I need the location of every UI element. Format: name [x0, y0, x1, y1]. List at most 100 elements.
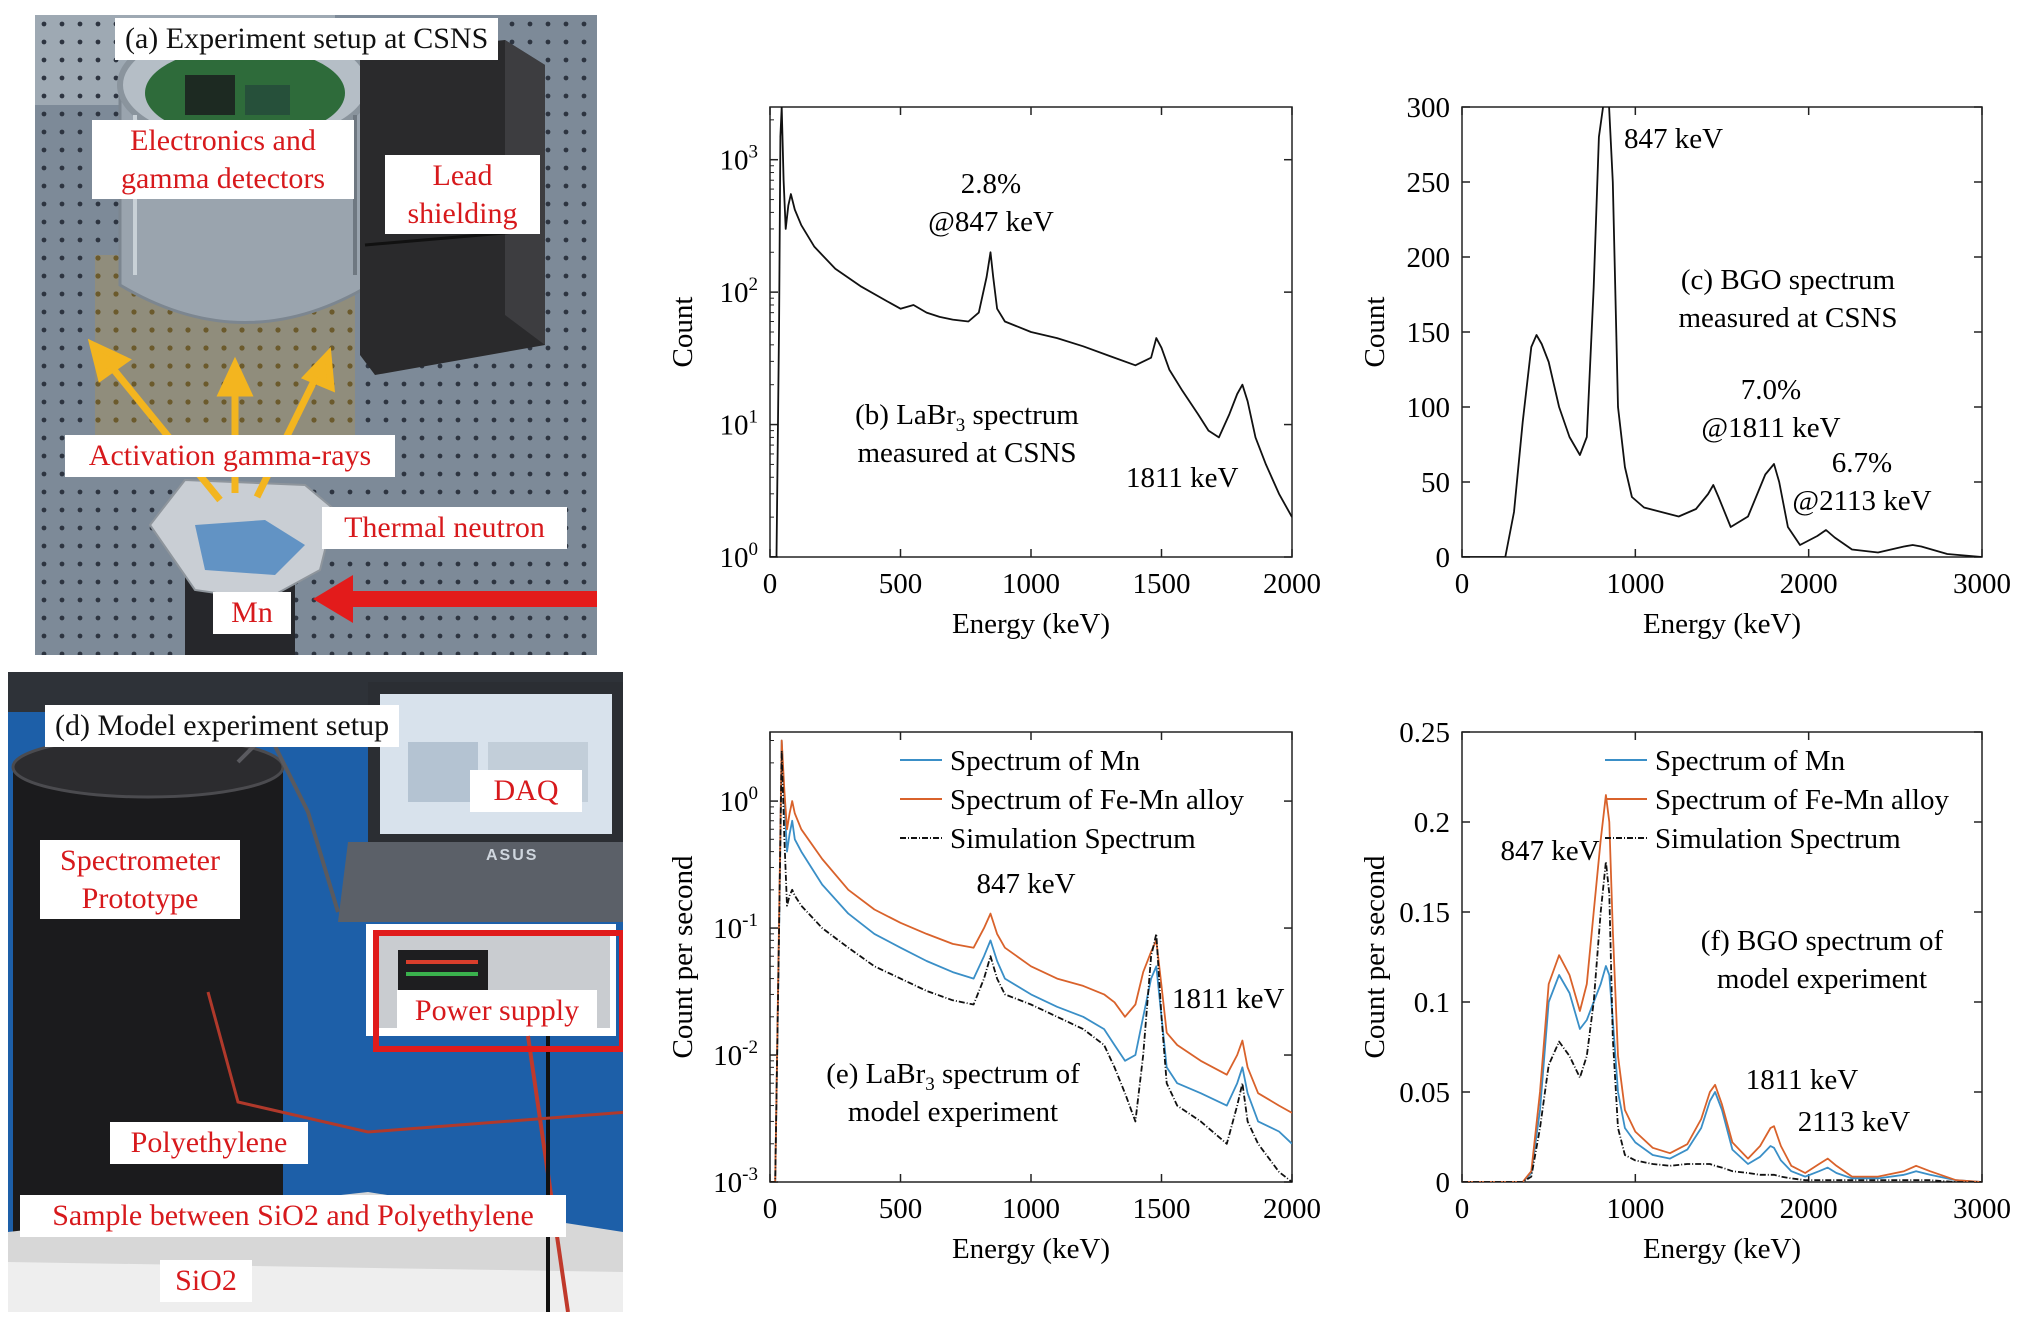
label-electronics-line1: Electronics and: [130, 124, 316, 157]
x-axis-label-b: Energy (keV): [952, 608, 1110, 640]
x-axis-label-f: Energy (keV): [1643, 1233, 1801, 1265]
annotation-f-peak2113: 2113 keV: [1798, 1106, 1911, 1138]
y-tick-label-c-3: 150: [1407, 317, 1451, 349]
x-axis-label-c: Energy (keV): [1643, 608, 1801, 640]
annotation-e-title-sub: 3: [925, 1074, 935, 1095]
annotation-f-peak1811: 1811 keV: [1746, 1064, 1859, 1096]
label-mn: Mn: [213, 592, 291, 634]
annotation-c-res1-at: @1811 keV: [1701, 412, 1840, 444]
label-polyethylene: Polyethylene: [110, 1122, 308, 1164]
legend-label-e-2: Simulation Spectrum: [950, 823, 1196, 855]
y-tick-label-f-2: 0.1: [1414, 987, 1450, 1019]
x-tick-label-c-3: 3000: [1953, 568, 2011, 600]
annotation-f-peak847: 847 keV: [1500, 835, 1599, 867]
annotation-e-title-line1: (e) LaBr3 spectrum of: [826, 1058, 1080, 1095]
neutron-arrow: [313, 575, 597, 623]
x-tick-label-c-1: 1000: [1606, 568, 1664, 600]
y-tick-label-f-4: 0.2: [1414, 807, 1450, 839]
annotation-e-title-b: spectrum of: [935, 1058, 1080, 1090]
y-axis-label-c: Count: [1359, 297, 1391, 368]
annotation-e-peak847: 847 keV: [976, 868, 1075, 900]
annotation-e-peak1811: 1811 keV: [1172, 983, 1285, 1015]
power-supply-highlight: [373, 930, 623, 1052]
annotation-c-peak: 847 keV: [1624, 123, 1723, 155]
annotation-c-res2-at: @2113 keV: [1792, 485, 1931, 517]
x-tick-label-e-0: 0: [763, 1193, 778, 1225]
y-tick-label-b-2: 102: [720, 274, 759, 309]
x-tick-label-b-0: 0: [763, 568, 778, 600]
y-tick-label-e-3: 100: [720, 783, 759, 818]
x-tick-label-c-0: 0: [1455, 568, 1470, 600]
x-tick-label-b-4: 2000: [1263, 568, 1321, 600]
label-sample: Sample between SiO2 and Polyethylene: [20, 1195, 566, 1237]
label-lead-line2: shielding: [407, 196, 518, 230]
y-tick-label-f-3: 0.15: [1399, 897, 1450, 929]
annotation-b-title-sub: 3: [956, 415, 966, 436]
photo-a-illustration: [35, 15, 597, 655]
legend-label-f-1: Spectrum of Fe-Mn alloy: [1655, 784, 1949, 816]
y-tick-label-b-3: 103: [720, 142, 759, 177]
chart-bgo-model: 0 1000 2000 3000 0 0.05 0.1 0.15 0.2 0.25 Energy (…: [1359, 717, 2011, 1265]
x-tick-label-b-1: 500: [879, 568, 923, 600]
annotation-b-title-line2: measured at CSNS: [857, 437, 1076, 469]
y-tick-label-b-1: 101: [720, 407, 759, 442]
legend-label-e-0: Spectrum of Mn: [950, 745, 1141, 777]
series-line-f-2: [1462, 860, 1982, 1182]
label-spectrometer-line1: Spectrometer: [60, 844, 220, 877]
y-axis-label-b: Count: [667, 297, 699, 368]
x-tick-label-b-2: 1000: [1002, 568, 1060, 600]
y-tick-label-c-4: 200: [1407, 242, 1451, 274]
annotation-b-res-at: @847 keV: [928, 206, 1054, 238]
legend-label-f-2: Simulation Spectrum: [1655, 823, 1901, 855]
chart-labr3-model: 0 500 1000 1500 2000 10-3 10-2 10-1 100 Energy (k…: [667, 731, 1321, 1265]
legend-label-e-1: Spectrum of Fe-Mn alloy: [950, 784, 1244, 816]
x-tick-label-e-3: 1500: [1133, 1193, 1191, 1225]
x-tick-label-f-0: 0: [1455, 1193, 1470, 1225]
y-tick-label-e-1: 10-2: [713, 1037, 758, 1072]
label-thermal-neutron: Thermal neutron: [322, 507, 567, 549]
plot-frame-c: [1461, 106, 1983, 558]
annotation-b-title-a: (b) LaBr: [855, 399, 956, 431]
y-tick-label-c-6: 300: [1407, 92, 1451, 124]
series-line-f-1: [1462, 794, 1982, 1182]
annotation-b-title-b: spectrum: [965, 399, 1079, 431]
legend-label-f-0: Spectrum of Mn: [1655, 745, 1846, 777]
y-axis-label-f: Count per second: [1359, 855, 1391, 1058]
x-tick-label-f-3: 3000: [1953, 1193, 2011, 1225]
photo-experiment-setup-csns: [35, 15, 597, 655]
annotation-b-res-pct: 2.8%: [961, 168, 1021, 200]
plot-frame-e: [769, 731, 1293, 1183]
x-tick-label-f-2: 2000: [1780, 1193, 1838, 1225]
x-tick-label-b-3: 1500: [1133, 568, 1191, 600]
annotation-c-res1-pct: 7.0%: [1741, 374, 1801, 406]
annotation-b-peak: 1811 keV: [1126, 462, 1239, 494]
y-tick-label-c-2: 100: [1407, 392, 1451, 424]
annotation-c-title-line1: (c) BGO spectrum: [1681, 264, 1896, 296]
annotation-f-title-line1: (f) BGO spectrum of: [1701, 925, 1944, 957]
label-electronics-line2: gamma detectors: [120, 161, 326, 195]
laptop-brand: ASUS: [486, 847, 539, 864]
annotation-f-title-line2: model experiment: [1717, 963, 1927, 995]
label-electronics: Electronics and gamma detectors: [92, 120, 354, 199]
y-tick-label-b-0: 100: [720, 539, 759, 574]
label-lead-line1: Lead: [432, 159, 493, 192]
series-line-e-1: [770, 739, 1292, 1182]
label-spectrometer-prototype: Spectrometer Prototype: [40, 840, 240, 919]
annotation-e-title-line2: model experiment: [848, 1096, 1058, 1128]
plot-frame-b: [769, 106, 1293, 558]
annotation-c-title-line2: measured at CSNS: [1678, 302, 1897, 334]
y-tick-label-f-5: 0.25: [1399, 717, 1450, 749]
plot-frame-f: [1461, 731, 1983, 1183]
y-tick-label-f-0: 0: [1436, 1167, 1451, 1199]
annotation-b-title-line1: (b) LaBr3 spectrum: [855, 399, 1079, 436]
series-line-c-0: [1462, 107, 1982, 557]
y-axis-label-e: Count per second: [667, 855, 699, 1058]
x-axis-label-e: Energy (keV): [952, 1233, 1110, 1265]
x-tick-label-e-1: 500: [879, 1193, 923, 1225]
series-line-b-0: [770, 107, 1292, 557]
y-tick-label-f-1: 0.05: [1399, 1077, 1450, 1109]
label-daq: DAQ: [470, 770, 582, 812]
label-lead-shielding: Lead shielding: [385, 155, 540, 234]
annotation-c-res2-pct: 6.7%: [1832, 447, 1892, 479]
caption-panel-d: (d) Model experiment setup: [45, 705, 400, 747]
